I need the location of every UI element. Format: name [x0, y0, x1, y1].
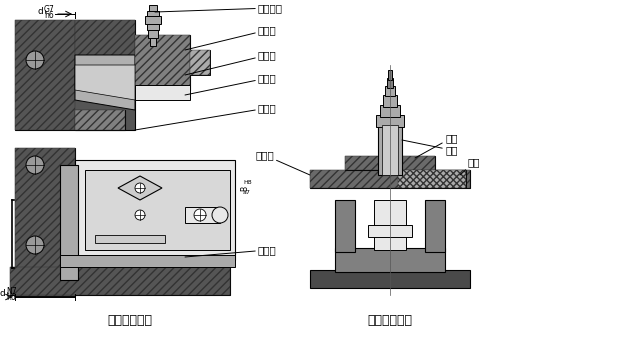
Bar	[15, 20, 135, 130]
Text: N7: N7	[6, 287, 17, 297]
Bar	[135, 35, 190, 90]
Circle shape	[135, 183, 145, 193]
Bar	[75, 20, 135, 70]
Circle shape	[135, 210, 145, 220]
Bar	[10, 267, 230, 295]
Polygon shape	[75, 55, 135, 110]
Bar	[60, 165, 78, 280]
Bar	[185, 207, 220, 223]
Bar	[376, 115, 404, 127]
Text: d: d	[0, 290, 6, 299]
Bar	[95, 235, 165, 243]
Bar	[85, 170, 230, 250]
Text: 钻套: 钻套	[402, 140, 457, 155]
Bar	[149, 5, 157, 11]
Bar	[383, 95, 397, 107]
Text: 钻模板: 钻模板	[255, 150, 310, 175]
Bar	[147, 11, 159, 16]
Bar	[335, 248, 445, 272]
Bar	[310, 170, 470, 188]
Text: d: d	[38, 6, 44, 16]
Text: h6: h6	[44, 12, 54, 20]
Circle shape	[26, 51, 44, 69]
Text: 铰链式钻模板: 铰链式钻模板	[107, 314, 152, 326]
Bar	[385, 86, 395, 96]
Text: 工件: 工件	[460, 157, 480, 175]
Bar	[190, 50, 210, 75]
Bar	[60, 255, 235, 267]
Circle shape	[194, 209, 206, 221]
Bar	[345, 156, 435, 170]
Circle shape	[212, 207, 228, 223]
Bar	[398, 170, 466, 188]
Text: G7: G7	[44, 5, 55, 15]
Bar	[310, 270, 470, 288]
Bar	[148, 30, 158, 38]
Circle shape	[26, 156, 44, 174]
Bar	[15, 20, 75, 130]
Bar	[368, 225, 412, 237]
Text: 菱形螺母: 菱形螺母	[155, 3, 283, 13]
Bar	[310, 170, 470, 188]
Bar	[15, 148, 75, 296]
Bar	[150, 38, 156, 46]
Bar	[190, 50, 210, 75]
Bar	[388, 70, 392, 80]
Bar	[345, 156, 435, 170]
Bar	[75, 110, 125, 130]
Bar	[378, 125, 402, 175]
Bar	[425, 200, 445, 252]
Text: h6: h6	[6, 294, 16, 302]
Text: 钻模板: 钻模板	[185, 25, 277, 50]
Bar	[75, 160, 235, 260]
Bar	[75, 110, 125, 130]
Bar	[374, 200, 406, 250]
Bar	[335, 200, 355, 252]
Text: 支承钉: 支承钉	[185, 50, 277, 75]
Bar	[135, 35, 190, 90]
Text: B: B	[240, 185, 249, 191]
Text: 可卸式钻模板: 可卸式钻模板	[368, 314, 412, 326]
Polygon shape	[75, 65, 135, 100]
Bar	[135, 85, 190, 100]
Polygon shape	[118, 176, 162, 200]
Bar	[145, 16, 161, 24]
Text: 铰链销: 铰链销	[185, 245, 277, 257]
Bar	[382, 125, 398, 175]
Bar	[387, 78, 393, 88]
Text: H8: H8	[243, 179, 251, 184]
Circle shape	[26, 236, 44, 254]
Text: 压板: 压板	[415, 133, 457, 158]
Bar	[398, 170, 466, 188]
Bar	[147, 24, 159, 30]
Text: 夹具体: 夹具体	[135, 103, 277, 130]
Text: a7: a7	[243, 190, 251, 195]
Text: 铰链座: 铰链座	[185, 73, 277, 95]
Bar	[380, 105, 400, 117]
Bar	[15, 148, 75, 296]
Bar	[10, 267, 230, 295]
